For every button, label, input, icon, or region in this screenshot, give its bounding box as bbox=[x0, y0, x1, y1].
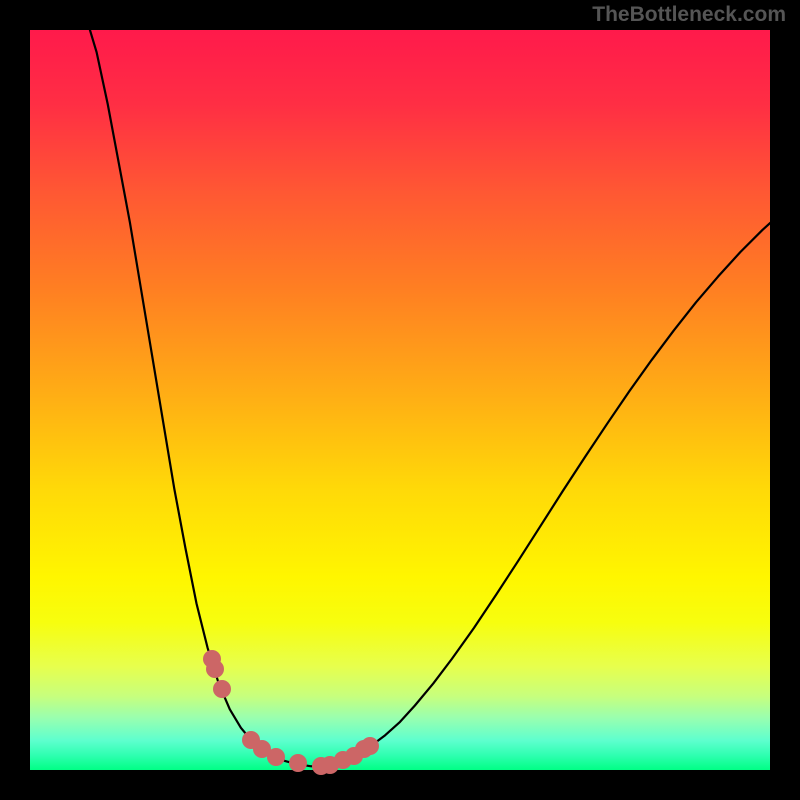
data-marker bbox=[213, 680, 231, 698]
data-marker bbox=[361, 737, 379, 755]
watermark-text: TheBottleneck.com bbox=[592, 3, 786, 27]
data-marker bbox=[267, 748, 285, 766]
plot-area bbox=[30, 30, 770, 770]
data-marker bbox=[206, 660, 224, 678]
data-marker bbox=[289, 754, 307, 772]
markers-layer bbox=[30, 30, 770, 770]
